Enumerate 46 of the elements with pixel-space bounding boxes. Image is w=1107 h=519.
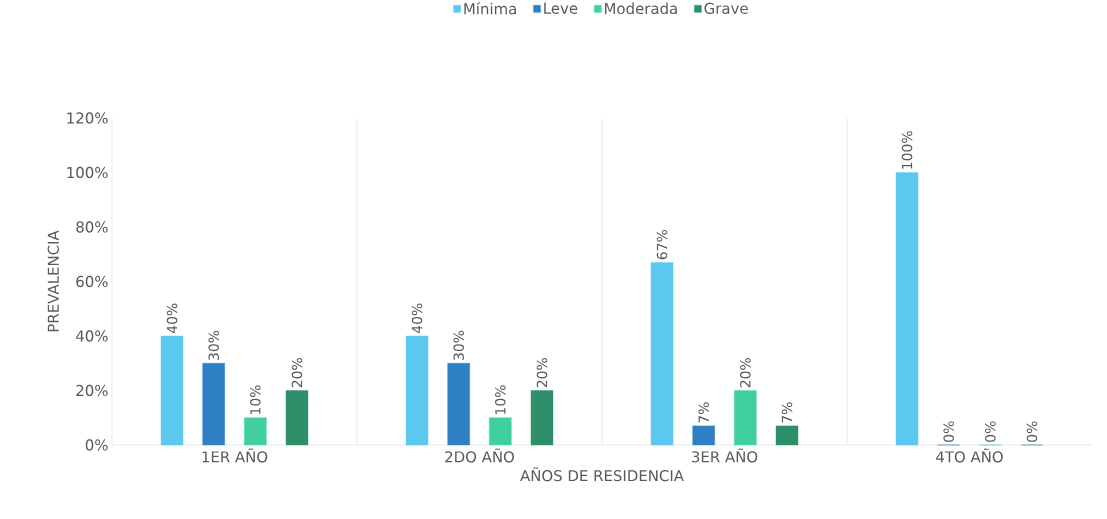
data-label: 0% [985,421,996,442]
bar [895,172,919,446]
x-tick-label: 1ER AÑO [202,448,268,463]
legend-label: Grave [704,2,748,14]
bar [692,425,715,446]
data-label: 0% [1026,421,1038,442]
bar [447,363,470,446]
y-tick-label: 120% [67,112,108,124]
data-label: 0% [943,421,954,442]
x-tick-label: 3ER AÑO [692,448,758,463]
data-label: 10% [495,385,506,414]
data-label: 30% [208,330,219,360]
y-tick-label: 0% [85,439,108,451]
x-axis-title: AÑOS DE RESIDENCIA [520,467,684,482]
legend-label: Leve [544,2,578,14]
bar [530,390,554,446]
y-tick-label: 100% [67,166,108,179]
y-tick-label: 20% [76,384,108,397]
data-label: 20% [536,358,548,388]
data-label: 7% [781,402,793,423]
data-label: 10% [250,385,261,414]
y-tick-label: 80% [76,221,108,233]
data-label: 40% [166,303,178,334]
bar [650,262,674,446]
data-label: 20% [740,358,751,388]
y-axis-title: PREVALENCIA [47,230,59,332]
bar [160,335,184,446]
data-label: 7% [698,402,709,423]
bar [734,390,757,446]
data-label: 20% [291,358,303,388]
bar [285,390,309,446]
bar [489,417,512,446]
data-label: 40% [411,303,423,334]
legend-label: Mínima [464,2,516,15]
bar [244,417,267,446]
legend-label: Moderada [605,2,677,15]
bar [775,425,799,446]
x-tick-label: 4TO AÑO [936,448,1003,463]
bar [202,363,225,446]
y-tick-label: 60% [76,275,108,288]
bar [405,335,429,446]
data-label: 30% [453,330,464,360]
data-label: 100% [901,131,913,169]
data-label: 67% [656,229,668,260]
y-tick-label: 40% [76,330,108,342]
x-tick-label: 2DO AÑO [445,448,514,463]
